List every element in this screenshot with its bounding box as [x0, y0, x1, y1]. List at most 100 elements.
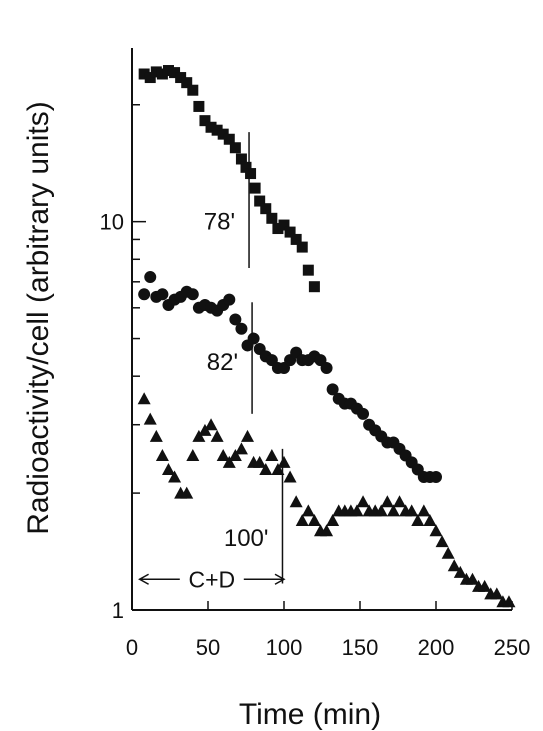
triangle-point [265, 448, 279, 461]
x-tick-label: 250 [494, 635, 531, 660]
circle-point [320, 361, 333, 374]
square-point [302, 264, 314, 276]
triangle-point [222, 455, 236, 468]
division-time-label: 100' [224, 525, 269, 552]
axes: 0 50 100 150 200 250 1 10 [100, 48, 531, 660]
triangle-point [216, 448, 230, 461]
division-time-label: 78' [204, 209, 235, 236]
y-tick-label: 10 [100, 210, 124, 235]
triangle-point [417, 504, 431, 517]
square-point [235, 153, 247, 165]
triangle-point [447, 559, 461, 572]
triangle-point [283, 470, 297, 483]
triangle-point [374, 504, 388, 517]
triangle-point [186, 448, 200, 461]
square-point [223, 133, 235, 145]
circle-point [138, 288, 151, 301]
triangle-point [143, 412, 157, 425]
circle-point [326, 383, 339, 396]
x-tick-label: 200 [418, 635, 455, 660]
square-point [284, 226, 296, 238]
circle-point [223, 293, 236, 306]
square-point [193, 100, 205, 112]
triangle-point [253, 455, 267, 468]
square-point [205, 121, 217, 133]
triangle-point [149, 429, 163, 442]
cd-arrow-head-right [274, 573, 286, 585]
triangle-point [210, 429, 224, 442]
square-point [156, 68, 168, 80]
triangle-point [393, 495, 407, 508]
triangle-point [241, 429, 255, 442]
square-point [217, 128, 229, 140]
triangle-point [180, 486, 194, 499]
square-point [229, 142, 241, 154]
square-point [290, 233, 302, 245]
division-time-label: 82' [207, 349, 238, 376]
square-point [249, 182, 261, 194]
data-marks [137, 65, 516, 608]
triangle-point [423, 514, 437, 527]
triangle-point [356, 495, 370, 508]
triangle-point [301, 504, 315, 517]
square-point [144, 72, 156, 84]
square-point [187, 84, 199, 96]
square-point [296, 241, 308, 253]
x-tick-label: 150 [342, 635, 379, 660]
triangle-point [137, 392, 151, 405]
triangle-point [259, 463, 273, 476]
square-point [240, 161, 252, 173]
triangle-point [435, 535, 449, 548]
circle-point [430, 471, 442, 484]
triangle-point [441, 546, 455, 559]
square-point [260, 203, 272, 215]
square-point [308, 281, 320, 293]
square-point [162, 65, 174, 77]
square-point [211, 124, 223, 136]
square-point [266, 212, 278, 224]
triangle-point [326, 514, 340, 527]
x-tick-label: 100 [266, 635, 303, 660]
square-point [169, 67, 181, 79]
y-axis-label: Radioactivity/cell (arbitrary units) [22, 101, 55, 534]
square-point [199, 115, 211, 127]
circle-point [186, 288, 199, 301]
circle-point [247, 332, 260, 345]
triangle-point [204, 418, 218, 431]
y-tick-label: 1 [112, 598, 124, 623]
square-point [138, 68, 150, 80]
circle-point [229, 313, 242, 326]
triangle-point [478, 579, 492, 592]
circle-point [235, 322, 248, 335]
triangle-point [155, 448, 169, 461]
triangle-point [234, 442, 248, 455]
triangle-point [228, 448, 242, 461]
x-tick-label: 0 [126, 635, 138, 660]
triangle-point [168, 470, 182, 483]
cd-arrow-head-left [138, 573, 149, 585]
triangle-point [465, 572, 479, 585]
triangle-point [161, 463, 175, 476]
triangle-point [271, 463, 285, 476]
annotations: 78' 82' 100' C+D [138, 132, 286, 592]
square-point [150, 66, 162, 78]
triangle-point [277, 455, 291, 468]
triangle-point [411, 514, 425, 527]
triangle-point [386, 504, 400, 517]
square-point [175, 72, 187, 84]
square-point [278, 219, 290, 231]
triangle-point [289, 495, 303, 508]
triangle-point [453, 565, 467, 578]
triangle-point [380, 495, 394, 508]
square-point [272, 223, 284, 235]
circle-point [144, 271, 157, 284]
triangle-point [320, 524, 334, 537]
triangle-point [350, 504, 364, 517]
square-point [245, 168, 257, 180]
circle-point [357, 407, 370, 420]
triangle-point [490, 587, 504, 600]
cd-label: C+D [188, 566, 235, 592]
triangle-point [429, 524, 443, 537]
circle-point [156, 288, 169, 301]
